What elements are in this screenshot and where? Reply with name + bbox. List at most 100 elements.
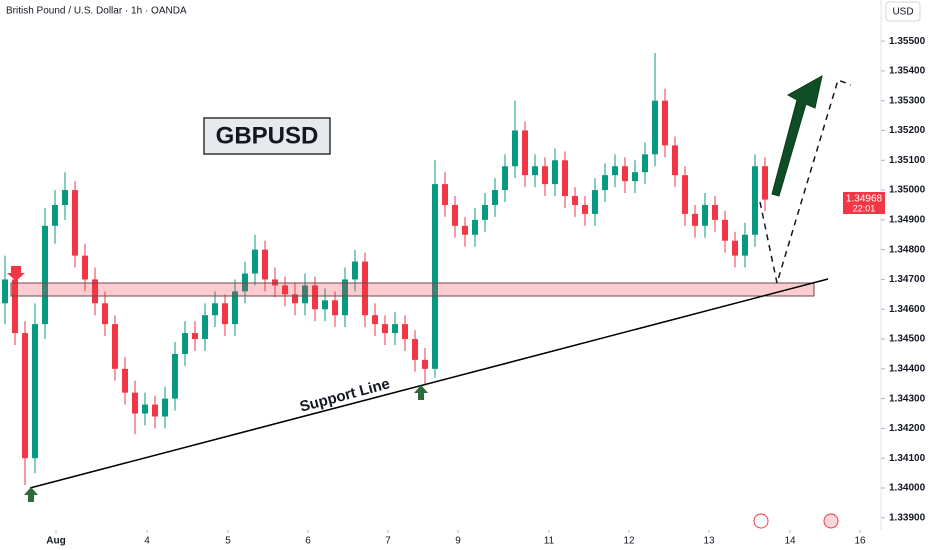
- candle-body: [442, 184, 448, 205]
- y-tick-label: 1.34100: [889, 453, 926, 464]
- candle-body: [182, 333, 188, 354]
- candle-body: [752, 166, 758, 235]
- y-tick-label: 1.34300: [889, 393, 926, 404]
- candle-body: [192, 333, 198, 340]
- candle-body: [472, 219, 478, 235]
- candle-body: [672, 145, 678, 176]
- candle-body: [642, 154, 648, 173]
- candle-body: [742, 234, 748, 256]
- y-tick-label: 1.34200: [889, 423, 926, 434]
- candle-body: [42, 225, 48, 325]
- projection-arrow: [771, 75, 823, 197]
- candle-body: [202, 315, 208, 340]
- up-marker: [24, 487, 38, 502]
- candle-body: [212, 303, 218, 316]
- x-tick-label: 9: [455, 536, 461, 547]
- candle-body: [482, 204, 488, 220]
- x-tick-label: 14: [784, 536, 796, 547]
- candle-body: [632, 172, 638, 182]
- support-line: [29, 278, 829, 489]
- up-marker: [414, 385, 428, 400]
- y-tick-label: 1.35400: [889, 66, 926, 77]
- candle-body: [282, 285, 288, 295]
- candle-body: [262, 249, 268, 280]
- candle-body: [2, 279, 8, 304]
- candle-body: [522, 130, 528, 176]
- candle-body: [652, 100, 658, 155]
- candle-body: [352, 261, 358, 280]
- support-zone: [10, 282, 815, 297]
- down-marker: [7, 266, 25, 281]
- candle-body: [702, 204, 708, 226]
- candle-body: [402, 324, 408, 340]
- candle-body: [532, 166, 538, 176]
- x-tick-label: Aug: [46, 536, 65, 547]
- x-tick-label: 4: [144, 536, 150, 547]
- y-tick-label: 1.35100: [889, 155, 926, 166]
- candle-body: [432, 184, 438, 369]
- candle-body: [622, 166, 628, 182]
- candle-body: [382, 324, 388, 334]
- candle-body: [172, 353, 178, 399]
- candle-body: [242, 273, 248, 292]
- candle-body: [92, 279, 98, 304]
- currency-button[interactable]: [885, 1, 921, 22]
- chart-title: British Pound / U.S. Dollar · 1h · OANDA: [6, 6, 187, 17]
- candle-body: [582, 204, 588, 214]
- price-tag-label: 1.34968: [846, 194, 883, 205]
- y-tick-label: 1.33900: [889, 512, 926, 523]
- x-tick-label: 6: [305, 536, 311, 547]
- candle-body: [552, 160, 558, 185]
- flag-icon[interactable]: [823, 513, 839, 529]
- x-axis: Aug 4 5 6 7 9 11 12 13 14 16: [46, 530, 866, 547]
- y-axis: 1.33900 1.34000 1.34100 1.34200 1.34300 1.344…: [881, 36, 926, 523]
- candle-body: [152, 404, 158, 417]
- y-tick-label: 1.35300: [889, 95, 926, 106]
- candle-body: [372, 315, 378, 325]
- candle-body: [452, 204, 458, 226]
- candle-body: [682, 175, 688, 214]
- candle-body: [492, 190, 498, 205]
- candle-body: [122, 368, 128, 393]
- symbol-label: GBPUSD: [216, 122, 319, 149]
- candle-body: [422, 359, 428, 369]
- candle-body: [302, 285, 308, 304]
- candle-body: [712, 204, 718, 220]
- candle-body: [562, 160, 568, 197]
- x-tick-label: 7: [385, 536, 391, 547]
- symbol-box: [203, 117, 331, 155]
- candle-body: [362, 261, 368, 316]
- currency-label: USD: [892, 7, 913, 18]
- candle-body: [592, 190, 598, 214]
- y-tick-label: 1.34500: [889, 334, 926, 345]
- y-tick-label: 1.34900: [889, 215, 926, 226]
- candle-body: [542, 166, 548, 185]
- candle-body: [662, 100, 668, 146]
- candle-body: [22, 333, 28, 459]
- candle-body: [762, 166, 768, 200]
- candle-body: [412, 339, 418, 360]
- y-tick-label: 1.34400: [889, 363, 926, 374]
- candle-body: [32, 324, 38, 459]
- candle-body: [52, 204, 58, 226]
- x-tick-label: 16: [854, 536, 866, 547]
- event-icon[interactable]: [753, 513, 769, 529]
- x-tick-label: 12: [623, 536, 635, 547]
- candle-body: [72, 190, 78, 256]
- x-tick-label: 5: [225, 536, 231, 547]
- candle-body: [132, 392, 138, 414]
- candle-body: [102, 303, 108, 325]
- candle-body: [502, 166, 508, 191]
- candle-body: [292, 294, 298, 304]
- countdown-label: 22:01: [853, 203, 876, 213]
- candle-body: [602, 175, 608, 191]
- candle-body: [232, 291, 238, 325]
- y-tick-label: 1.34800: [889, 244, 926, 255]
- candle-body: [222, 303, 228, 325]
- y-tick-label: 1.35500: [889, 36, 926, 47]
- candle-body: [572, 196, 578, 205]
- candle-body: [692, 213, 698, 226]
- candle-body: [82, 255, 88, 280]
